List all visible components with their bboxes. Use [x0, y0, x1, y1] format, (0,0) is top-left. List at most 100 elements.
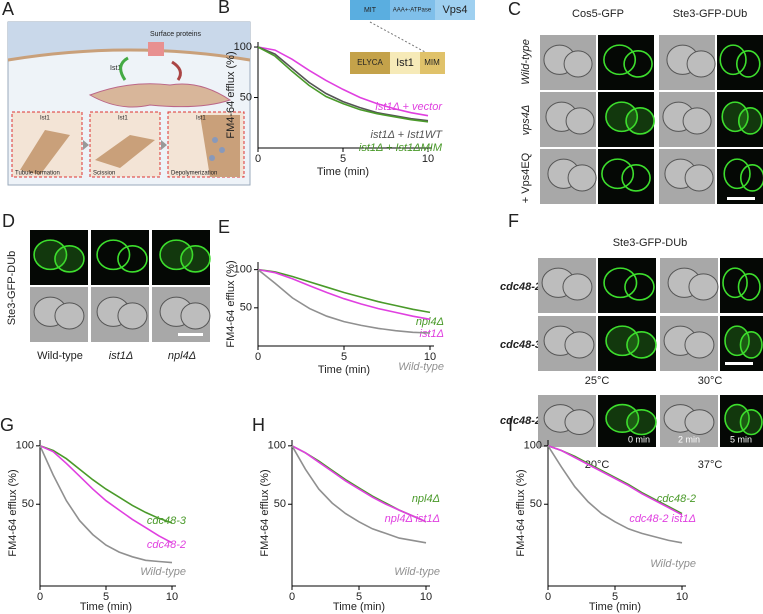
cell: [624, 273, 655, 301]
y-axis-label: FM4-64 efflux (%): [259, 469, 271, 556]
fluorescence-image: [720, 258, 763, 313]
series-label: npl4Δ ist1Δ: [385, 513, 440, 525]
cell: [722, 267, 748, 299]
tube: [95, 135, 155, 168]
subunit: [209, 155, 215, 161]
x-tick-label: 10: [422, 153, 434, 165]
steps: [11, 111, 245, 178]
y-tick-label: 50: [22, 498, 34, 510]
cell: [623, 50, 653, 78]
series-label: ist1Δ: [420, 328, 445, 340]
x-axis-label: Time (min): [318, 364, 370, 376]
cell: [621, 164, 651, 192]
scale-bar: [727, 197, 755, 200]
cell: [723, 158, 751, 190]
y-tick-label: 100: [524, 440, 542, 452]
y-axis-label: FM4-64 efflux (%): [515, 469, 527, 556]
cell: [54, 245, 85, 273]
series-label: ist1Δ + vector: [375, 101, 443, 113]
x-tick-label: 0: [255, 153, 261, 165]
cell: [739, 409, 763, 436]
surface-label: Surface proteins: [150, 31, 201, 38]
panel-label: A: [2, 0, 14, 19]
domain: [390, 52, 420, 74]
row-label: cdc48-2: [500, 281, 541, 293]
temp-label: 25°C: [585, 375, 610, 387]
series-line: [257, 46, 429, 123]
cell: [96, 239, 131, 271]
cell: [605, 325, 640, 357]
fluorescence-image: [598, 258, 656, 313]
y-tick-label: 100: [234, 264, 252, 276]
series-label: cdc48-2: [657, 493, 696, 505]
cell: [739, 164, 763, 192]
x-tick-label: 5: [340, 153, 346, 165]
y-tick-label: 50: [240, 302, 252, 314]
header: Ste3-GFP-DUb: [613, 237, 688, 249]
scale-bar: [725, 362, 753, 365]
cell: [724, 325, 750, 357]
fluorescence-image: [717, 35, 763, 90]
temp-label: 20°C: [585, 459, 610, 471]
cell: [117, 245, 148, 273]
y-axis-label: FM4-64 efflux (%): [225, 260, 237, 347]
fluorescence-image: [598, 149, 654, 204]
fluorescence-image: [720, 316, 763, 371]
arrow: [161, 140, 167, 150]
series-label: ist1Δ + Ist1WT: [371, 129, 444, 141]
x-tick-label: 5: [341, 351, 347, 363]
domain-label: MIM: [424, 58, 440, 67]
cell: [601, 158, 635, 190]
step-caption: Depolymerization: [171, 171, 217, 177]
domain-label: Vps4: [442, 4, 467, 16]
subunit: [219, 147, 225, 153]
cell: [562, 273, 593, 301]
domain: [420, 52, 445, 74]
cell: [603, 44, 637, 76]
panel-label: E: [218, 217, 230, 237]
domain: [350, 0, 390, 20]
series-line: [39, 445, 173, 564]
fluorescence-image: [717, 92, 763, 147]
cell: [684, 409, 715, 436]
panel-label: B: [218, 0, 230, 17]
cell: [724, 403, 750, 434]
cell: [626, 331, 657, 359]
cell: [33, 239, 68, 271]
step-protein: Ist1: [196, 116, 206, 122]
step-caption: Scission: [93, 171, 115, 177]
series-line: [257, 46, 429, 117]
arrow: [83, 140, 89, 150]
x-axis-label: Time (min): [80, 601, 132, 613]
series-line: [257, 268, 431, 314]
domain-label: Ist1: [396, 57, 414, 69]
surface-protein: [148, 42, 164, 56]
step-protein: Ist1: [40, 116, 50, 122]
cell: [737, 107, 763, 135]
cell: [180, 245, 211, 273]
arrow: [171, 60, 182, 81]
cell: [686, 50, 716, 78]
step-caption: Tubule formation: [15, 171, 60, 177]
domain: [435, 0, 475, 20]
cell: [54, 302, 85, 330]
cell: [565, 107, 595, 135]
y-axis-label: FM4-64 efflux (%): [225, 51, 237, 138]
cell: [688, 273, 719, 301]
membrane-line: [7, 48, 251, 62]
cell: [682, 107, 712, 135]
x-tick-label: 0: [255, 351, 261, 363]
domain-label: MIT: [364, 7, 377, 14]
y-axis-label: FM4-64 efflux (%): [7, 469, 19, 556]
row-label: cdc48-3: [500, 339, 541, 351]
subunit: [212, 137, 218, 143]
domain: [350, 52, 390, 74]
cell: [626, 409, 657, 436]
time-label: 5 min: [730, 434, 752, 444]
fluorescence-image: [30, 230, 88, 285]
panel-label: F: [508, 211, 519, 231]
cell: [719, 44, 747, 76]
series-label: Wild-type: [140, 566, 186, 578]
time-label: 0 min: [628, 434, 650, 444]
cell: [605, 403, 640, 434]
